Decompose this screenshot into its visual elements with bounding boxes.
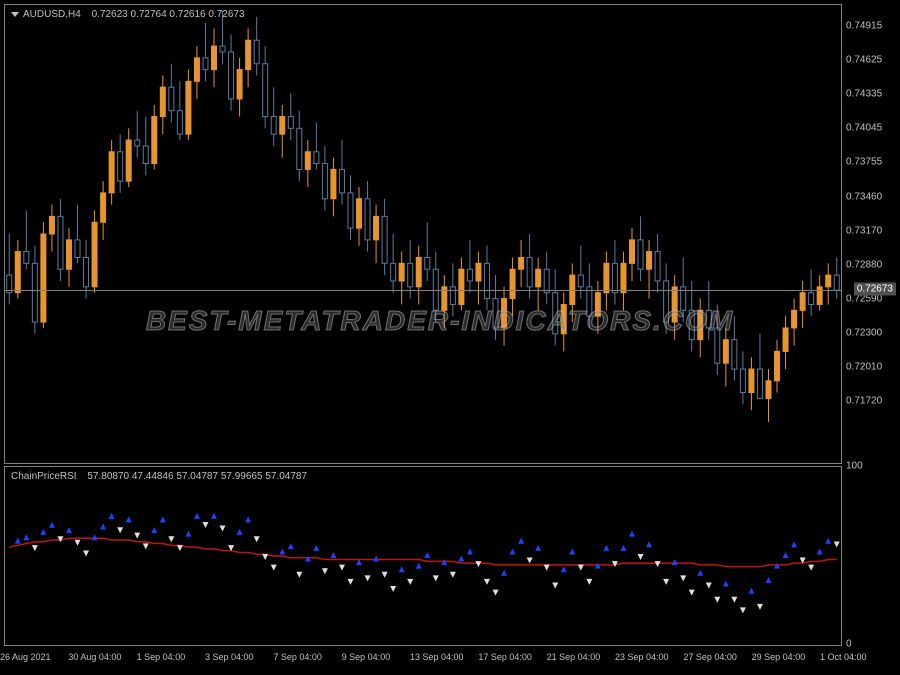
y-tick-label: 0.72300 [846, 327, 882, 338]
time-x-axis: 26 Aug 202130 Aug 04:001 Sep 04:003 Sep … [4, 648, 842, 672]
y-tick-label: 0.73460 [846, 191, 882, 202]
x-tick-label: 17 Sep 04:00 [478, 652, 532, 662]
candlestick-chart[interactable] [5, 5, 841, 463]
ohlc-label: 0.72623 0.72764 0.72616 0.72673 [92, 9, 245, 20]
x-tick-label: 3 Sep 04:00 [205, 652, 254, 662]
x-tick-label: 23 Sep 04:00 [615, 652, 669, 662]
indicator-name: ChainPriceRSI [11, 471, 77, 482]
current-price-tag: 0.72673 [854, 283, 896, 296]
y-tick-label: 0.72010 [846, 361, 882, 372]
x-tick-label: 21 Sep 04:00 [547, 652, 601, 662]
y-tick-label: 0.72880 [846, 259, 882, 270]
indicator-header: ChainPriceRSI 57.80870 47.44846 57.04787… [11, 471, 307, 482]
x-tick-label: 26 Aug 2021 [0, 652, 51, 662]
x-tick-label: 27 Sep 04:00 [683, 652, 737, 662]
y-tick-label: 0.74625 [846, 54, 882, 65]
x-tick-label: 13 Sep 04:00 [410, 652, 464, 662]
indicator-y-axis: 1000 [842, 466, 896, 646]
indicator-panel[interactable]: ChainPriceRSI 57.80870 47.44846 57.04787… [4, 466, 842, 646]
y-tick-label: 0.73170 [846, 225, 882, 236]
x-tick-label: 1 Sep 04:00 [137, 652, 186, 662]
y-tick-label: 0.74335 [846, 88, 882, 99]
indicator-chart[interactable] [5, 467, 841, 645]
chevron-down-icon[interactable] [11, 12, 19, 17]
x-tick-label: 29 Sep 04:00 [752, 652, 806, 662]
y-tick-label: 0.71720 [846, 395, 882, 406]
x-tick-label: 7 Sep 04:00 [273, 652, 322, 662]
chart-container: AUDUSD,H4 0.72623 0.72764 0.72616 0.7267… [0, 0, 900, 675]
current-price-line [5, 290, 841, 291]
y-tick-label: 0.73755 [846, 156, 882, 167]
y-tick-label: 0 [846, 639, 852, 650]
symbol-label: AUDUSD,H4 [23, 9, 81, 20]
x-tick-label: 30 Aug 04:00 [68, 652, 121, 662]
x-tick-label: 1 Oct 04:00 [820, 652, 867, 662]
y-tick-label: 0.74045 [846, 122, 882, 133]
x-tick-label: 9 Sep 04:00 [342, 652, 391, 662]
symbol-header[interactable]: AUDUSD,H4 0.72623 0.72764 0.72616 0.7267… [11, 9, 245, 20]
main-price-panel[interactable]: AUDUSD,H4 0.72623 0.72764 0.72616 0.7267… [4, 4, 842, 464]
y-tick-label: 0.74915 [846, 20, 882, 31]
indicator-values: 57.80870 47.44846 57.04787 57.99665 57.0… [87, 471, 307, 482]
y-tick-label: 100 [846, 461, 863, 472]
price-y-axis: 0.74915 0.74625 0.74335 0.74045 0.73755 0.734… [842, 4, 896, 464]
